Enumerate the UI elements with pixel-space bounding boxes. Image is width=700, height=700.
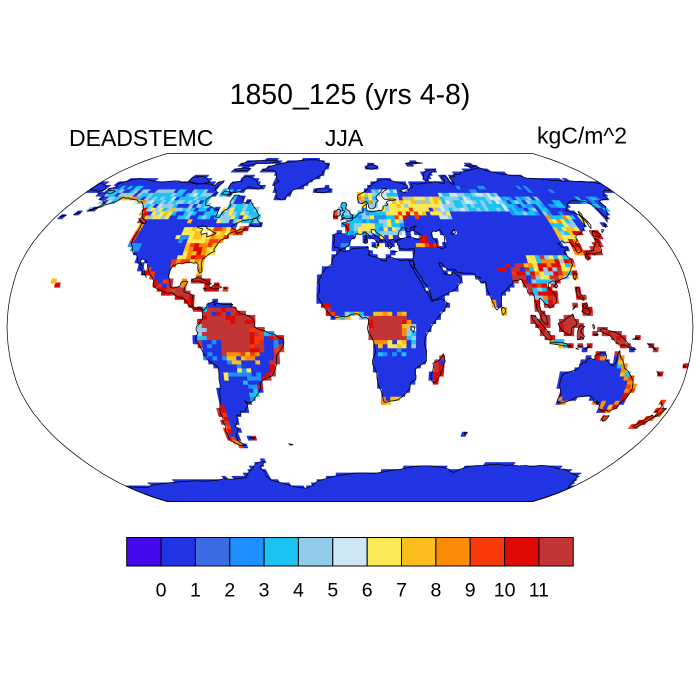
svg-text:2: 2 [224,580,235,602]
svg-text:10: 10 [494,580,516,602]
svg-text:1: 1 [190,580,201,602]
svg-text:DEADSTEMC: DEADSTEMC [69,125,213,151]
svg-text:8: 8 [430,580,441,602]
svg-text:4: 4 [293,580,304,602]
svg-text:9: 9 [465,580,476,602]
svg-text:kgC/m^2: kgC/m^2 [537,123,627,149]
svg-text:1850_125 (yrs 4-8): 1850_125 (yrs 4-8) [230,79,471,111]
svg-text:0: 0 [156,580,167,602]
svg-text:3: 3 [259,580,270,602]
svg-text:JJA: JJA [325,125,364,151]
svg-text:7: 7 [396,580,407,602]
svg-text:5: 5 [327,580,338,602]
svg-text:6: 6 [362,580,373,602]
svg-text:11: 11 [529,580,549,602]
